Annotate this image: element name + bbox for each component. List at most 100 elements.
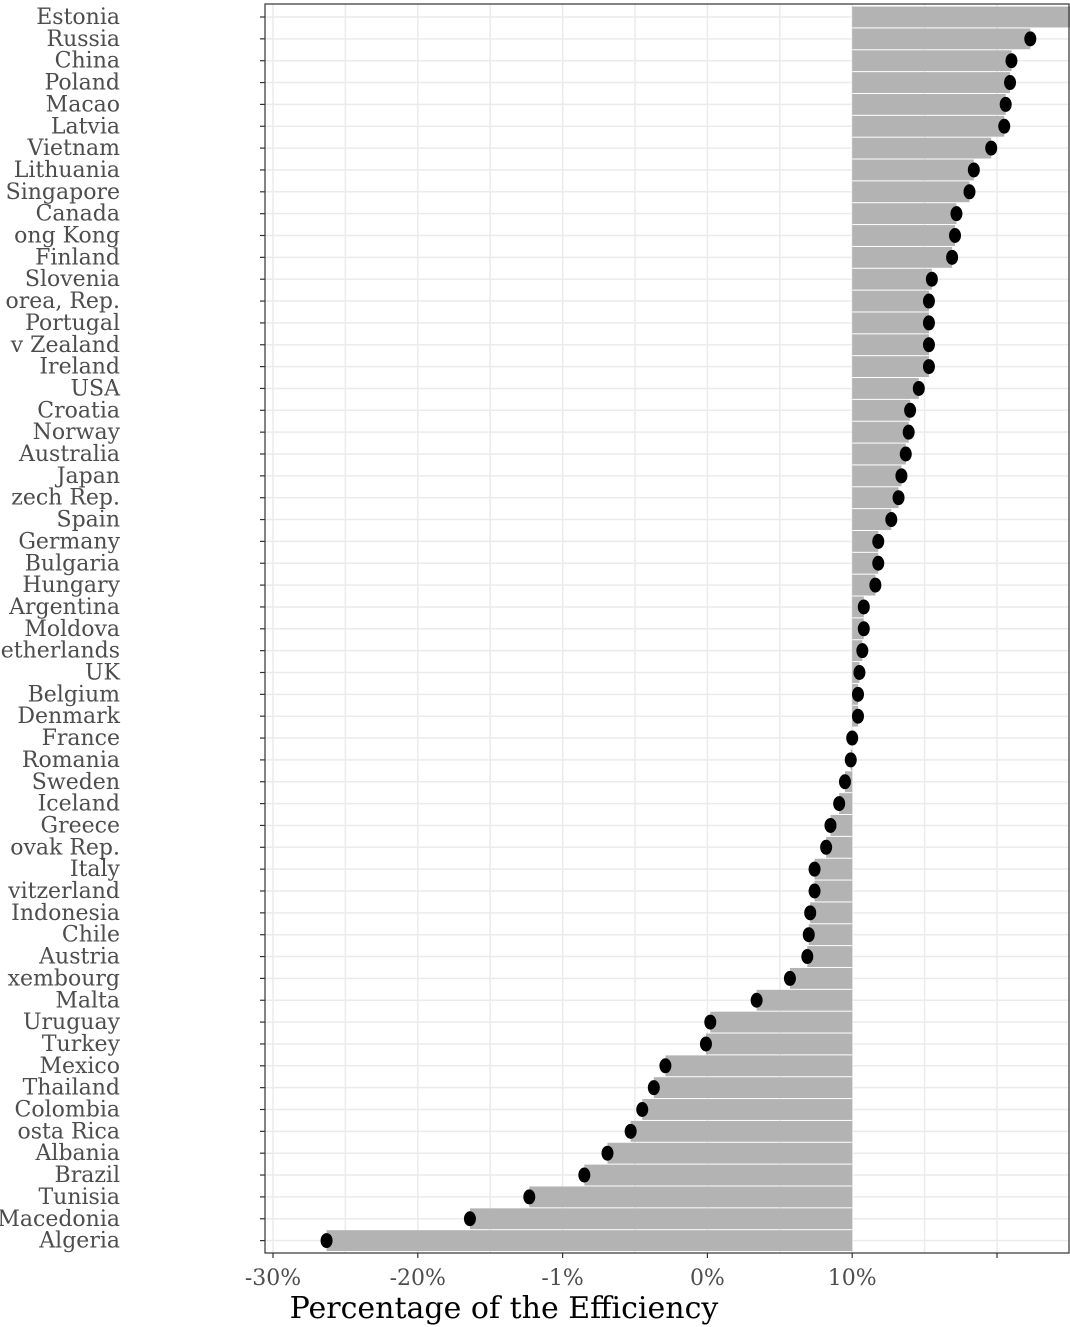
category-label: Uruguay — [23, 1010, 121, 1035]
bar — [852, 399, 911, 421]
bar — [852, 28, 1031, 50]
bar — [653, 1077, 853, 1099]
bar — [852, 159, 974, 181]
bar — [852, 552, 879, 574]
category-label: Brazil — [55, 1163, 120, 1188]
data-point — [647, 1080, 660, 1096]
category-label: Colombia — [15, 1098, 120, 1123]
data-point — [922, 359, 935, 375]
bars — [326, 6, 1070, 1252]
bar — [852, 334, 929, 356]
category-label: Italy — [70, 857, 121, 882]
category-label: Austria — [38, 945, 120, 970]
category-label: Macedonia — [0, 1207, 120, 1232]
data-point — [902, 424, 915, 440]
bar — [705, 1033, 853, 1055]
data-point — [946, 249, 959, 265]
data-point — [704, 1014, 717, 1030]
bar — [852, 137, 992, 159]
data-point — [963, 184, 976, 200]
category-label: Slovenia — [25, 267, 120, 292]
bar — [852, 487, 899, 509]
bar — [326, 1230, 853, 1252]
category-label: France — [42, 726, 120, 751]
bar — [756, 989, 853, 1011]
bar — [830, 815, 853, 836]
category-label: Mexico — [39, 1054, 120, 1079]
data-point — [802, 927, 815, 943]
category-label: Sweden — [32, 770, 120, 795]
data-point — [885, 512, 898, 528]
bar — [810, 902, 853, 924]
bar — [852, 268, 932, 290]
bar — [826, 836, 853, 858]
data-point — [1004, 75, 1017, 91]
data-point — [851, 686, 864, 702]
category-label: vitzerland — [7, 879, 120, 904]
category-label: Vietnam — [26, 136, 120, 161]
x-axis-title: Percentage of the Efficiency — [290, 1291, 719, 1326]
bar — [852, 72, 1011, 93]
bar — [710, 1011, 853, 1033]
data-point — [523, 1189, 536, 1205]
data-point — [904, 402, 917, 418]
data-point — [857, 621, 870, 637]
category-label: Argentina — [8, 595, 120, 620]
x-tick-label: 0% — [690, 1266, 725, 1291]
category-label: Spain — [57, 508, 120, 533]
data-point — [824, 817, 837, 833]
category-label: Belgium — [28, 682, 121, 707]
bar — [529, 1186, 853, 1208]
data-point — [808, 861, 821, 877]
bar — [814, 880, 853, 902]
data-point — [869, 577, 882, 593]
bar — [852, 574, 876, 596]
data-point — [838, 774, 851, 790]
data-point — [808, 883, 821, 899]
data-point — [820, 839, 833, 855]
data-point — [699, 1036, 712, 1052]
x-tick-label: -30% — [245, 1266, 301, 1291]
category-label: USA — [71, 376, 122, 401]
category-label: Albania — [35, 1141, 120, 1166]
category-label: orea, Rep. — [5, 289, 120, 314]
data-point — [1024, 31, 1037, 47]
data-point — [844, 752, 857, 768]
data-point — [872, 533, 885, 549]
category-labels: EstoniaRussiaChinaPolandMacaoLatviaVietn… — [0, 5, 121, 1254]
bar — [814, 858, 853, 880]
category-label: Bulgaria — [25, 551, 120, 576]
category-label: Chile — [62, 923, 120, 948]
data-point — [872, 555, 885, 571]
bar — [852, 290, 929, 312]
bar — [852, 530, 879, 552]
bar — [808, 924, 853, 946]
bar — [852, 509, 892, 530]
category-label: Norway — [33, 420, 121, 445]
bar — [469, 1208, 853, 1230]
category-label: osta Rica — [17, 1119, 120, 1144]
data-point — [851, 708, 864, 724]
data-point — [892, 490, 905, 506]
category-label: UK — [85, 661, 121, 686]
bar — [630, 1120, 853, 1142]
data-point — [801, 949, 814, 965]
data-point — [804, 905, 817, 921]
x-axis-ticks — [272, 1253, 998, 1258]
category-label: Moldova — [24, 617, 120, 642]
category-label: etherlands — [1, 639, 120, 664]
data-point — [922, 315, 935, 331]
data-point — [899, 446, 912, 462]
category-label: Croatia — [37, 398, 120, 423]
category-label: ong Kong — [14, 224, 120, 249]
category-label: Iceland — [38, 792, 120, 817]
bar — [852, 203, 957, 225]
bar — [852, 225, 956, 246]
category-label: ovak Rep. — [10, 835, 120, 860]
category-label: Australia — [18, 442, 120, 467]
data-point — [853, 665, 866, 680]
category-label: Algeria — [38, 1229, 120, 1254]
bar — [852, 312, 929, 334]
bar — [852, 356, 929, 378]
category-label: Poland — [44, 71, 120, 96]
